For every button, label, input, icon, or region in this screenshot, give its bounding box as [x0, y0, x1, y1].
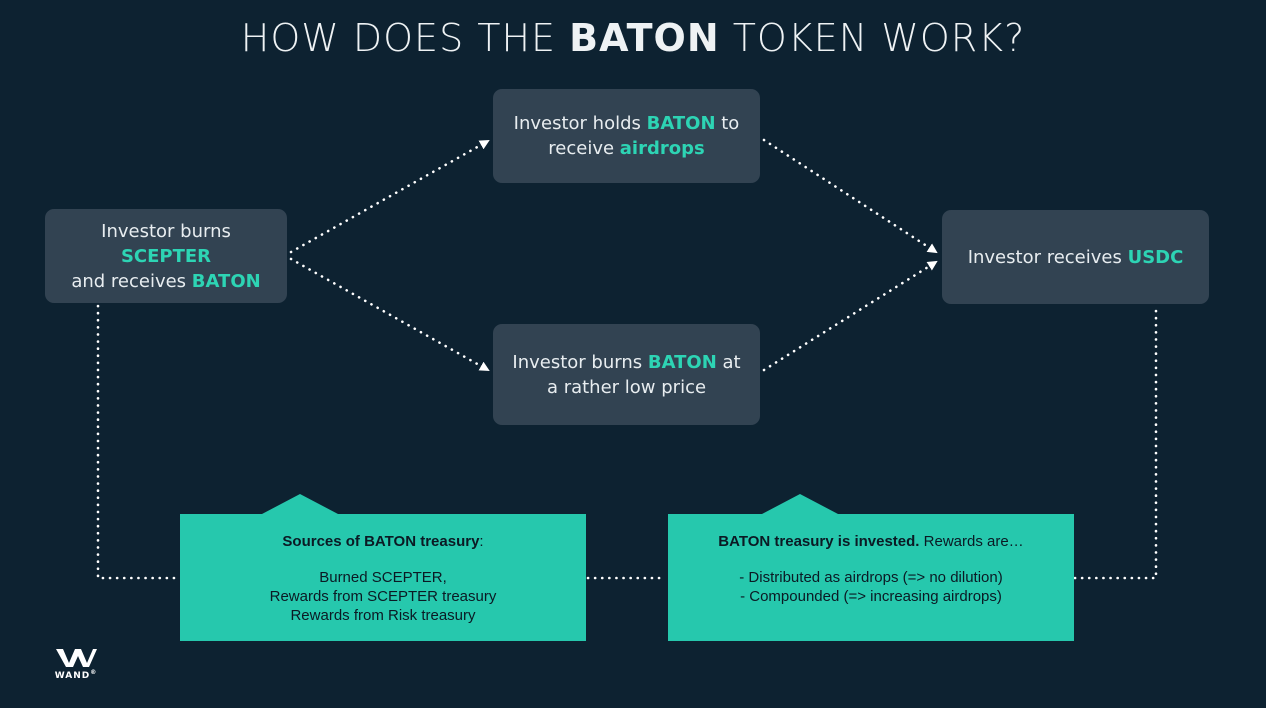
- panel-callout-notch: [262, 494, 338, 514]
- panel-line: - Distributed as airdrops (=> no dilutio…: [739, 569, 1003, 586]
- panel-line: Rewards from Risk treasury: [290, 607, 476, 624]
- page-title: HOW DOES THE BATON TOKEN WORK?: [240, 16, 1026, 60]
- arrow-burn-to-hold: [289, 139, 490, 254]
- arrow-burn-to-burn-baton: [289, 257, 490, 372]
- panel-treasury-invested: BATON treasury is invested. Rewards are……: [668, 494, 1074, 641]
- panel-line: - Compounded (=> increasing airdrops): [740, 588, 1002, 605]
- node-burn-baton: Investor burns BATON at a rather low pri…: [493, 324, 760, 425]
- panel-line: Burned SCEPTER,: [319, 569, 447, 586]
- arrow-hold-to-usdc: [762, 138, 938, 254]
- link-invested-to-usdc: [1073, 308, 1158, 580]
- node-hold-baton: Investor holds BATON to receive airdrops: [493, 89, 760, 183]
- wand-logo: WAND®: [52, 648, 100, 681]
- node-burn-scepter: Investor burns SCEPTER and receives BATO…: [45, 209, 287, 303]
- bottom-border: [0, 708, 1266, 711]
- arrow-burn-baton-to-usdc: [762, 260, 938, 372]
- panel-treasury-sources: Sources of BATON treasury: Burned SCEPTE…: [180, 494, 586, 641]
- panel-callout-notch: [762, 494, 838, 514]
- link-scepter-to-sources: [96, 304, 182, 580]
- wand-mark-icon: [56, 649, 97, 667]
- panel-line: Rewards from SCEPTER treasury: [269, 588, 497, 605]
- node-receive-usdc: Investor receives USDC: [942, 210, 1209, 304]
